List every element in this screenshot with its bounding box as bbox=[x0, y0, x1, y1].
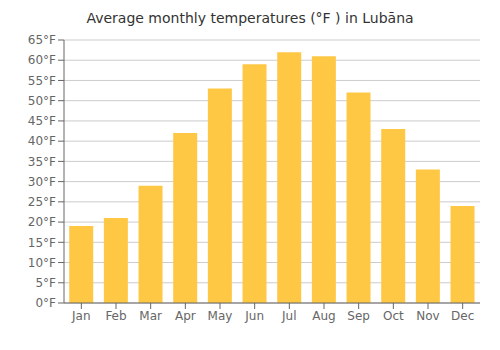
svg-text:40°F: 40°F bbox=[28, 134, 56, 148]
svg-text:Feb: Feb bbox=[105, 309, 126, 323]
svg-text:Oct: Oct bbox=[383, 309, 404, 323]
svg-text:10°F: 10°F bbox=[28, 256, 56, 270]
svg-text:Apr: Apr bbox=[175, 309, 196, 323]
svg-text:Dec: Dec bbox=[451, 309, 474, 323]
svg-text:Sep: Sep bbox=[347, 309, 370, 323]
svg-text:Jun: Jun bbox=[244, 309, 264, 323]
svg-text:45°F: 45°F bbox=[28, 114, 56, 128]
svg-text:30°F: 30°F bbox=[28, 175, 56, 189]
svg-text:55°F: 55°F bbox=[28, 74, 56, 88]
svg-text:Nov: Nov bbox=[416, 309, 439, 323]
svg-text:20°F: 20°F bbox=[28, 215, 56, 229]
svg-text:Aug: Aug bbox=[312, 309, 335, 323]
svg-text:65°F: 65°F bbox=[28, 33, 56, 47]
svg-text:15°F: 15°F bbox=[28, 236, 56, 250]
svg-text:0°F: 0°F bbox=[35, 296, 56, 310]
svg-text:Mar: Mar bbox=[139, 309, 162, 323]
svg-text:50°F: 50°F bbox=[28, 94, 56, 108]
svg-text:May: May bbox=[208, 309, 233, 323]
svg-text:Jan: Jan bbox=[71, 309, 91, 323]
html-text:Average monthly temperatures (: Average monthly temperatures (°F ) in Lu… bbox=[86, 10, 414, 26]
svg-text:5°F: 5°F bbox=[35, 276, 56, 290]
svg-text:Jul: Jul bbox=[281, 309, 296, 323]
svg-text:35°F: 35°F bbox=[28, 155, 56, 169]
svg-text:60°F: 60°F bbox=[28, 53, 56, 67]
svg-text:25°F: 25°F bbox=[28, 195, 56, 209]
